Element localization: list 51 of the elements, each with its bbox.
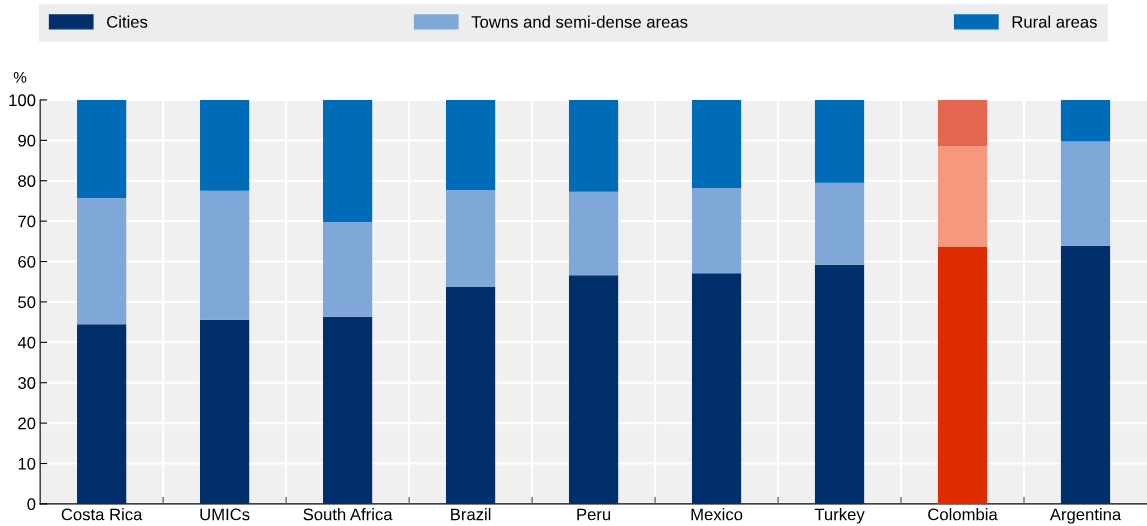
- bar: [937, 99, 988, 146]
- y-axis-title: %: [13, 72, 27, 83]
- bar: [568, 99, 619, 192]
- x-tick-label: Costa Rica: [61, 508, 143, 521]
- bar: [937, 145, 988, 247]
- bar: [814, 264, 865, 504]
- bar: [200, 319, 250, 504]
- bar: [691, 99, 742, 189]
- bar: [568, 191, 619, 276]
- legend-label: Towns and semi-dense areas: [471, 15, 688, 28]
- x-tick-label: Peru: [577, 508, 611, 521]
- bar: [445, 190, 496, 287]
- bar: [77, 324, 127, 504]
- x-tick-label: South Africa: [303, 508, 393, 521]
- bar: [323, 316, 373, 504]
- bar: [445, 99, 496, 191]
- x-tick-label: UMICs: [200, 508, 250, 521]
- y-tick-label: 10: [18, 457, 36, 470]
- bar: [1060, 99, 1111, 142]
- bar: [445, 286, 496, 504]
- y-tick-label: 30: [18, 377, 36, 389]
- bar: [323, 221, 373, 317]
- bar: [937, 246, 988, 504]
- bar: [200, 99, 250, 191]
- bar: [691, 188, 742, 274]
- y-tick-label: 90: [18, 134, 36, 147]
- x-tick-label: Colombia: [928, 508, 998, 521]
- y-tick-label: 70: [18, 215, 36, 228]
- bar: [323, 99, 373, 222]
- bar: [814, 182, 865, 265]
- y-tick-label: 0: [27, 498, 36, 511]
- bar: [1060, 245, 1111, 504]
- y-tick-label: 40: [17, 336, 36, 349]
- y-tick-label: 100: [9, 94, 36, 107]
- x-tick-label: Mexico: [691, 508, 743, 521]
- bar: [691, 273, 742, 504]
- bar: [568, 275, 619, 504]
- bar: [77, 198, 127, 325]
- x-tick-label: Brazil: [451, 508, 491, 521]
- y-tick-label: 50: [18, 296, 36, 309]
- y-tick-label: 20: [18, 417, 36, 430]
- bar: [1060, 141, 1111, 246]
- x-tick-label: Argentina: [1049, 508, 1122, 524]
- y-tick-label: 60: [18, 255, 36, 268]
- legend-label: Rural areas: [1012, 15, 1097, 28]
- y-tick-label: 80: [18, 175, 36, 187]
- x-tick-label: Turkey: [814, 508, 865, 524]
- bar: [77, 99, 127, 199]
- bar: [814, 99, 865, 183]
- legend-label: Cities: [107, 15, 148, 28]
- bar: [200, 190, 250, 320]
